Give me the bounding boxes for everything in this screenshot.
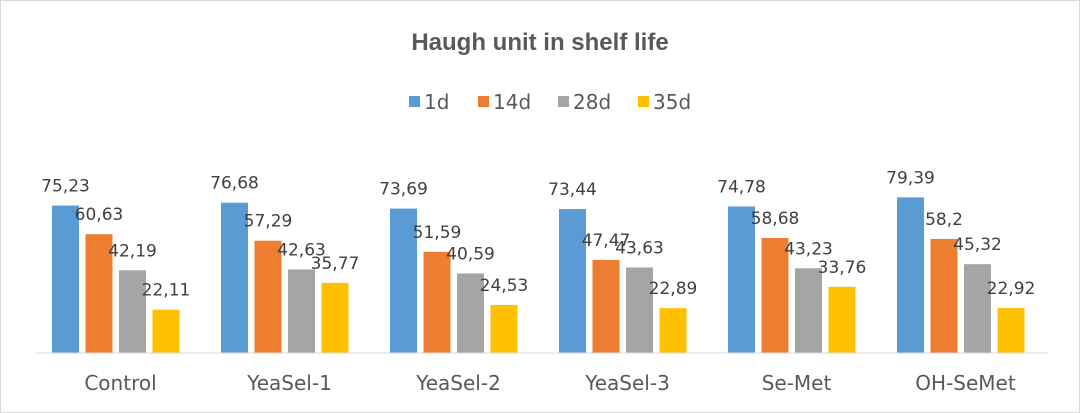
bar-Se-Met-14d: [761, 237, 789, 353]
bar-YeaSel-3-35d: [659, 308, 687, 353]
data-label-Control-14d: 60,63: [75, 205, 124, 225]
legend-label-1d: 1d: [424, 90, 449, 114]
bar-YeaSel-3-1d: [559, 209, 586, 353]
chart-legend: 1d 14d 28d 35d: [409, 90, 691, 114]
category-label-YeaSel-1: YeaSel-1: [246, 371, 332, 395]
data-label-YeaSel-2-35d: 24,53: [480, 276, 529, 296]
data-label-YeaSel-1-14d: 57,29: [244, 212, 293, 232]
category-label-Se-Met: Se-Met: [762, 371, 832, 395]
data-label-Se-Met-14d: 58,68: [751, 209, 800, 229]
data-label-OH-SeMet-35d: 22,92: [987, 279, 1036, 299]
legend-label-28d: 28d: [573, 90, 611, 114]
data-label-YeaSel-3-14d: 47,47: [582, 231, 631, 251]
bar-YeaSel-1-14d: [254, 240, 282, 353]
category-label-OH-SeMet: OH-SeMet: [915, 371, 1016, 395]
data-label-YeaSel-3-1d: 73,44: [548, 180, 597, 200]
data-label-OH-SeMet-28d: 45,32: [953, 235, 1002, 255]
legend-swatch-35d: [638, 96, 649, 107]
bar-YeaSel-2-14d: [423, 251, 451, 353]
bar-Se-Met-35d: [828, 286, 856, 353]
bar-Se-Met-28d: [795, 268, 822, 353]
data-label-YeaSel-2-28d: 40,59: [446, 244, 495, 264]
legend-label-14d: 14d: [493, 90, 531, 114]
data-label-YeaSel-2-1d: 73,69: [379, 180, 428, 200]
data-label-Control-35d: 22,11: [142, 281, 191, 301]
bar-OH-SeMet-1d: [897, 197, 924, 353]
legend-swatch-28d: [558, 96, 569, 107]
category-label-YeaSel-2: YeaSel-2: [415, 371, 501, 395]
data-labels-group: 75,23 60,63 42,19 22,11 76,68 57,29 42,6335,77…: [41, 168, 1035, 300]
bar-YeaSel-3-14d: [592, 259, 620, 353]
bar-YeaSel-2-28d: [457, 273, 484, 353]
data-label-Se-Met-28d: 43,23: [784, 239, 833, 259]
category-label-Control: Control: [84, 371, 156, 395]
data-label-YeaSel-1-1d: 76,68: [210, 174, 259, 194]
bar-Control-28d: [119, 270, 146, 353]
data-label-YeaSel-2-14d: 51,59: [413, 223, 462, 243]
bar-Control-1d: [52, 205, 79, 353]
data-label-YeaSel-3-35d: 22,89: [649, 279, 698, 299]
legend-swatch-14d: [478, 96, 489, 107]
bars-group: [52, 197, 1025, 353]
bar-YeaSel-2-1d: [390, 208, 417, 353]
category-labels-group: Control YeaSel-1 YeaSel-2 YeaSel-3 Se-Met OH-…: [84, 371, 1016, 395]
data-label-YeaSel-3-28d: 43,63: [615, 238, 664, 258]
bar-YeaSel-3-28d: [626, 267, 653, 353]
data-label-YeaSel-1-35d: 35,77: [311, 254, 360, 274]
bar-OH-SeMet-14d: [930, 238, 958, 353]
category-label-YeaSel-3: YeaSel-3: [584, 371, 670, 395]
data-label-Se-Met-35d: 33,76: [818, 258, 867, 278]
data-label-Control-1d: 75,23: [41, 177, 90, 197]
legend-label-35d: 35d: [653, 90, 691, 114]
bar-YeaSel-2-35d: [490, 304, 518, 353]
bar-OH-SeMet-35d: [997, 308, 1025, 353]
data-label-Se-Met-1d: 74,78: [717, 177, 766, 197]
bar-Se-Met-1d: [728, 206, 755, 353]
chart-title: Haugh unit in shelf life: [411, 29, 668, 56]
bar-OH-SeMet-28d: [964, 264, 991, 353]
bar-Control-14d: [85, 234, 113, 353]
legend-swatch-1d: [409, 96, 420, 107]
bar-YeaSel-1-1d: [221, 202, 248, 353]
data-label-OH-SeMet-1d: 79,39: [886, 168, 935, 188]
bar-YeaSel-1-28d: [288, 269, 315, 353]
data-label-Control-28d: 42,19: [108, 241, 157, 261]
bar-Control-35d: [152, 309, 180, 353]
bar-YeaSel-1-35d: [321, 282, 349, 353]
data-label-OH-SeMet-14d: 58,2: [925, 210, 963, 230]
data-label-YeaSel-1-28d: 42,63: [277, 240, 326, 260]
